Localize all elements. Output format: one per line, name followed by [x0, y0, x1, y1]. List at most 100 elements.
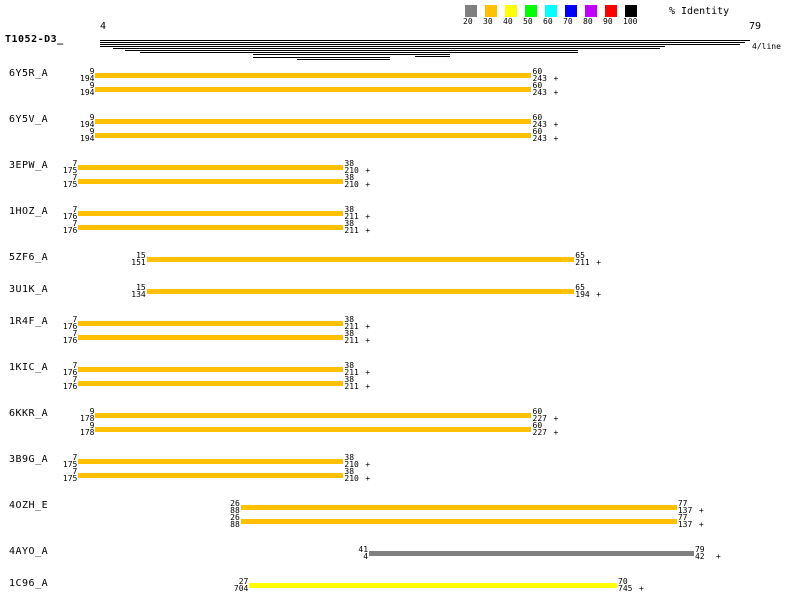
strand-plus: +: [365, 460, 371, 469]
legend-label: 40: [503, 17, 513, 26]
alignment-bar: [146, 289, 575, 294]
hit-name: 1HOZ_A: [9, 206, 49, 217]
target-end-num: 243: [532, 120, 547, 129]
alignment-bar: [240, 505, 677, 510]
query-start-num: 7: [72, 361, 78, 370]
query-start-num: 27: [238, 577, 249, 586]
legend-swatch: [525, 5, 537, 17]
legend-label: 90: [603, 17, 613, 26]
legend-swatch: [465, 5, 477, 17]
hit-name: 4AYO_A: [9, 546, 49, 557]
strand-plus: +: [365, 180, 371, 189]
target-start-num: 175: [62, 474, 78, 483]
hit-name: 6Y5V_A: [9, 114, 49, 125]
alignment-bar: [240, 519, 677, 524]
query-start-num: 41: [358, 545, 369, 554]
strand-plus: +: [365, 322, 371, 331]
query-end-num: 79: [694, 545, 705, 554]
hit-name: 3B9G_A: [9, 454, 49, 465]
target-end-num: 211: [344, 322, 359, 331]
target-start-num: 176: [62, 322, 78, 331]
strand-plus: +: [365, 474, 371, 483]
query-end-num: 77: [677, 499, 688, 508]
target-end-num: 137: [677, 520, 693, 529]
alignment-bar: [78, 459, 344, 464]
target-end-num: 227: [532, 428, 547, 437]
query-coverage-line: [140, 52, 578, 53]
hit-name: 6KKR_A: [9, 408, 49, 419]
query-start-num: 7: [72, 467, 78, 476]
legend-swatch: [585, 5, 597, 17]
query-end-num: 38: [344, 315, 355, 324]
query-coverage-line: [297, 59, 390, 60]
legend-swatch: [625, 5, 637, 17]
query-coverage-line: [113, 48, 660, 49]
alignment-bar: [95, 73, 532, 78]
target-start-num: 151: [131, 258, 146, 267]
query-coverage-line: [253, 54, 450, 55]
strand-plus: +: [715, 552, 721, 561]
per-line-label: 4/line: [752, 42, 781, 51]
target-end-num: 210: [344, 474, 359, 483]
query-end: 79: [749, 21, 762, 32]
target-end-num: 210: [344, 460, 359, 469]
query-start: 4: [100, 21, 107, 32]
query-start-num: 9: [89, 407, 95, 416]
query-end-num: 38: [344, 219, 355, 228]
legend-swatch: [545, 5, 557, 17]
hit-name: 3EPW_A: [9, 160, 49, 171]
query-coverage-line: [100, 46, 665, 47]
strand-plus: +: [553, 134, 559, 143]
query-start-num: 9: [89, 113, 95, 122]
query-start-num: 7: [72, 173, 78, 182]
legend-swatch: [485, 5, 497, 17]
legend-label: 30: [483, 17, 493, 26]
query-start-num: 15: [136, 251, 146, 260]
query-start-num: 9: [89, 81, 95, 90]
target-start-num: 175: [62, 180, 78, 189]
strand-plus: +: [553, 88, 559, 97]
target-start-num: 178: [80, 414, 95, 423]
target-end-num: 137: [677, 506, 693, 515]
query-end-num: 65: [575, 251, 585, 260]
legend-swatch: [605, 5, 617, 17]
query-end-num: 77: [677, 513, 688, 522]
legend-label: 20: [463, 17, 473, 26]
query-start-num: 26: [230, 499, 240, 508]
target-end-num: 243: [532, 134, 547, 143]
strand-plus: +: [639, 584, 644, 593]
strand-plus: +: [553, 120, 559, 129]
query-start-num: 7: [72, 205, 78, 214]
query-start-num: 9: [89, 67, 95, 76]
query-start-num: 15: [136, 283, 146, 292]
query-coverage-line: [100, 42, 745, 43]
alignment-bar: [78, 179, 344, 184]
hit-name: 1R4F_A: [9, 316, 49, 327]
query-start-num: 9: [89, 421, 95, 430]
query-end-num: 60: [532, 127, 543, 136]
alignment-bar: [249, 583, 617, 588]
target-start-num: 175: [62, 166, 78, 175]
hit-name: 3U1K_A: [9, 284, 49, 295]
alignment-bar: [146, 257, 575, 262]
legend-title: % Identity: [669, 6, 730, 17]
target-start-num: 88: [230, 506, 240, 515]
target-start-num: 176: [62, 368, 78, 377]
hit-name: 1KIC_A: [9, 362, 49, 373]
strand-plus: +: [698, 520, 704, 529]
query-end-num: 38: [344, 361, 355, 370]
query-end-num: 60: [532, 407, 543, 416]
strand-plus: +: [365, 226, 371, 235]
alignment-bar: [95, 413, 532, 418]
alignment-bar: [78, 225, 344, 230]
target-start-num: 176: [62, 226, 78, 235]
query-end-num: 38: [344, 467, 355, 476]
query-coverage-line: [415, 56, 450, 57]
query-coverage-line: [253, 57, 390, 58]
strand-plus: +: [596, 290, 602, 299]
strand-plus: +: [365, 382, 371, 391]
query-start-num: 7: [72, 315, 78, 324]
alignment-bar: [95, 119, 532, 124]
strand-plus: +: [365, 336, 371, 345]
